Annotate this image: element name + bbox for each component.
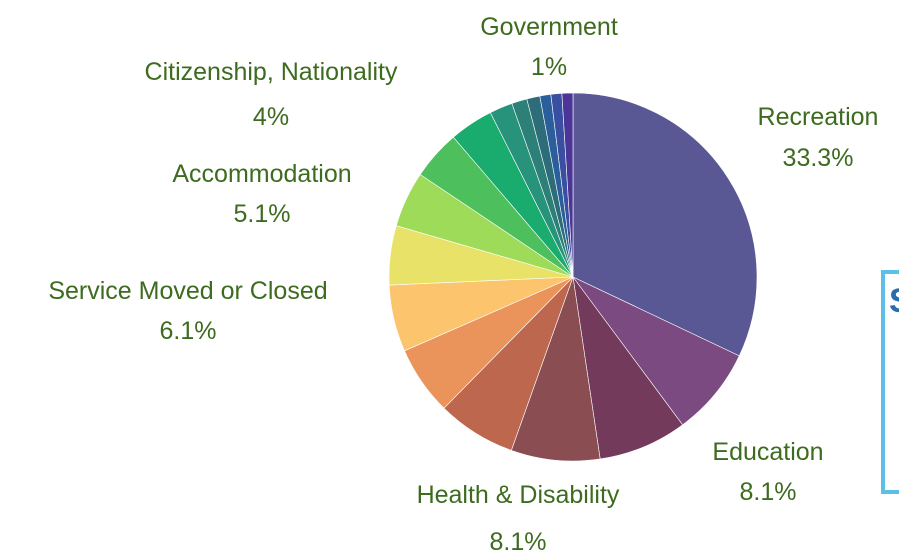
side-panel-glyph: S [889,284,899,318]
slice-percent-education: 8.1% [740,478,797,506]
slice-percent-recreation: 33.3% [783,144,854,172]
slice-label-accommodation: Accommodation [172,160,351,188]
slice-label-government: Government [480,13,618,41]
slice-label-recreation: Recreation [758,103,879,131]
slice-label-education: Education [712,438,823,466]
slice-label-citizenship-nationality: Citizenship, Nationality [145,58,398,86]
slice-label-health-disability: Health & Disability [417,481,620,509]
slice-percent-health-disability: 8.1% [490,528,547,556]
slice-percent-accommodation: 5.1% [234,200,291,228]
slice-percent-government: 1% [531,53,567,81]
slice-label-service-moved-or-closed: Service Moved or Closed [48,277,327,305]
slice-percent-citizenship-nationality: 4% [253,103,289,131]
pie-slice-recreation [572,92,758,357]
side-panel: S [881,270,899,494]
pie-slice-government [561,92,574,278]
slice-percent-service-moved-or-closed: 6.1% [160,317,217,345]
pie-labels: Recreation 33.3% Education 8.1% Health & Dis… [48,13,878,556]
pie-slices [388,92,758,462]
